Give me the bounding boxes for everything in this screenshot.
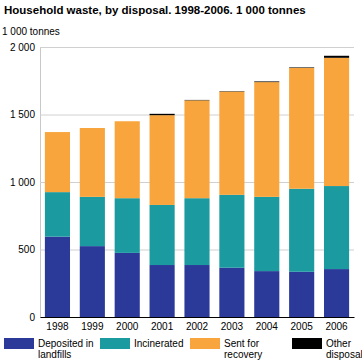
bar xyxy=(254,81,279,83)
legend-item: Deposited inlandfills xyxy=(4,338,94,360)
bar xyxy=(45,132,70,133)
bar xyxy=(324,56,349,58)
y-tick-label: 500 xyxy=(18,244,35,255)
bar xyxy=(80,128,105,197)
y-tick-label: 1 500 xyxy=(10,109,35,120)
y-tick-label: 1 000 xyxy=(10,177,35,188)
bar xyxy=(150,114,175,115)
y-tick-label: 2 000 xyxy=(10,42,35,53)
bar xyxy=(45,237,70,317)
bar xyxy=(184,265,209,317)
bar xyxy=(115,121,140,122)
x-tick-label: 2000 xyxy=(116,321,139,332)
bars xyxy=(45,56,349,317)
x-tick: 2000 xyxy=(116,321,139,332)
x-tick: 2004 xyxy=(256,321,279,332)
x-tick-label: 2006 xyxy=(325,321,348,332)
bar xyxy=(45,132,70,192)
y-axis: 0 500 1 000 1 500 2 000 xyxy=(10,42,354,323)
background xyxy=(0,0,362,363)
series-2 xyxy=(45,58,349,205)
x-axis-line xyxy=(41,317,355,318)
x-tick: 2002 xyxy=(186,321,209,332)
legend-label: Sent forrecovery xyxy=(224,338,262,360)
bar xyxy=(219,92,244,195)
legend-swatch xyxy=(100,338,130,349)
bar xyxy=(80,128,105,129)
x-tick: 2006 xyxy=(325,321,348,332)
bar xyxy=(45,192,70,237)
x-tick-label: 2004 xyxy=(256,321,279,332)
bar xyxy=(184,99,209,100)
bar xyxy=(254,271,279,317)
x-tick: 2001 xyxy=(151,321,174,332)
bar xyxy=(324,186,349,269)
bar xyxy=(150,115,175,205)
grid-line xyxy=(40,317,354,318)
series-3 xyxy=(150,56,350,115)
legend: Deposited inlandfills Incinerated Sent for… xyxy=(4,338,362,360)
title: Household waste, by disposal. 1998-2006.… xyxy=(4,4,306,16)
x-tick-label: 2005 xyxy=(291,321,314,332)
plot-area: 0 500 1 000 1 500 2 000 1998 1999 2000 2001 2002 2… xyxy=(10,42,355,332)
bar xyxy=(289,67,314,69)
bar xyxy=(150,205,175,265)
bar xyxy=(219,195,244,268)
bar xyxy=(289,68,314,189)
legend-label: Incinerated xyxy=(134,338,183,349)
legend-item: Sent forrecovery xyxy=(190,338,262,360)
bar xyxy=(254,197,279,271)
bar xyxy=(115,121,140,198)
y-tick: 2 000 xyxy=(10,42,354,53)
legend-item: Incinerated xyxy=(100,338,183,349)
x-tick: 2005 xyxy=(291,321,314,332)
bar xyxy=(80,197,105,246)
legend-label: Deposited inlandfills xyxy=(38,338,94,360)
y-tick-label: 0 xyxy=(29,312,35,323)
x-tick: 1999 xyxy=(81,321,104,332)
legend-swatch xyxy=(292,338,322,349)
bar xyxy=(184,100,209,198)
bar xyxy=(80,246,105,317)
bar xyxy=(184,198,209,265)
bar xyxy=(254,82,279,197)
chart-svg: Household waste, by disposal. 1998-2006.… xyxy=(0,0,362,363)
x-axis: 1998 1999 2000 2001 2002 2003 2004 2005 2006 xyxy=(41,318,355,333)
bar xyxy=(289,189,314,272)
x-tick-label: 1999 xyxy=(81,321,104,332)
x-tick-label: 1998 xyxy=(46,321,69,332)
grid-line xyxy=(40,47,354,48)
y-axis-title: 1 000 tonnes xyxy=(2,26,60,37)
bar xyxy=(289,272,314,317)
x-tick: 1998 xyxy=(46,321,69,332)
bar xyxy=(324,269,349,317)
series-1 xyxy=(45,186,349,272)
bar xyxy=(219,268,244,317)
legend-item: Otherdisposal xyxy=(292,338,362,360)
bar xyxy=(324,58,349,186)
bar xyxy=(219,91,244,92)
legend-swatch xyxy=(190,338,220,349)
x-tick-label: 2003 xyxy=(221,321,244,332)
bar xyxy=(115,253,140,317)
legend-label: Otherdisposal xyxy=(326,338,362,360)
legend-swatch xyxy=(4,338,34,349)
x-tick: 2003 xyxy=(221,321,244,332)
bar xyxy=(115,198,140,253)
x-tick-label: 2002 xyxy=(186,321,209,332)
bar xyxy=(150,265,175,317)
x-tick-label: 2001 xyxy=(151,321,174,332)
